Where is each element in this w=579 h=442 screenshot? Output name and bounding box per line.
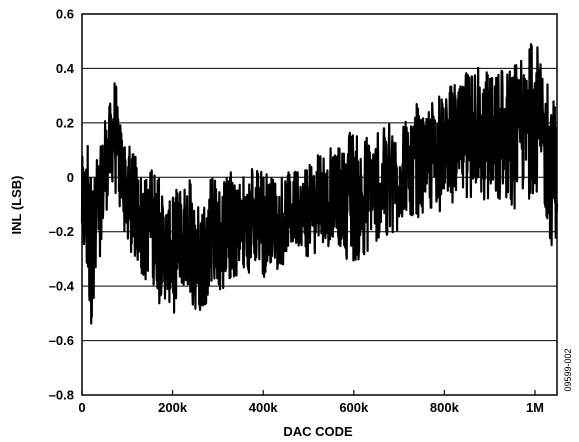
y-tick-label: –0.4 — [49, 279, 75, 294]
y-tick-label: –0.6 — [49, 333, 74, 348]
x-tick-label: 800k — [430, 400, 460, 415]
y-tick-label: 0.2 — [56, 115, 74, 130]
plot-frame — [81, 13, 558, 396]
y-tick-label: 0 — [67, 170, 74, 185]
y-tick-label: 0.6 — [56, 7, 74, 22]
x-tick-label: 400k — [249, 400, 279, 415]
x-tick-label: 1M — [526, 400, 544, 415]
y-tick-label: –0.8 — [49, 388, 74, 403]
x-tick-label: 0 — [78, 400, 85, 415]
y-axis-ticks: –0.8 –0.6 –0.4 –0.2 0 0.2 0.4 0.6 — [49, 7, 75, 403]
y-axis-title: INL (LSB) — [9, 176, 24, 235]
figure-id: 09599-002 — [563, 348, 573, 391]
y-tick-label: 0.4 — [56, 61, 75, 76]
inl-series-line — [80, 43, 559, 325]
x-tick-label: 200k — [158, 400, 188, 415]
x-axis-title: DAC CODE — [283, 424, 353, 439]
x-axis-ticks: 0 200k 400k 600k 800k 1M — [78, 390, 544, 415]
x-tick-label: 600k — [339, 400, 369, 415]
inl-trace — [80, 43, 559, 325]
y-tick-label: –0.2 — [49, 224, 74, 239]
